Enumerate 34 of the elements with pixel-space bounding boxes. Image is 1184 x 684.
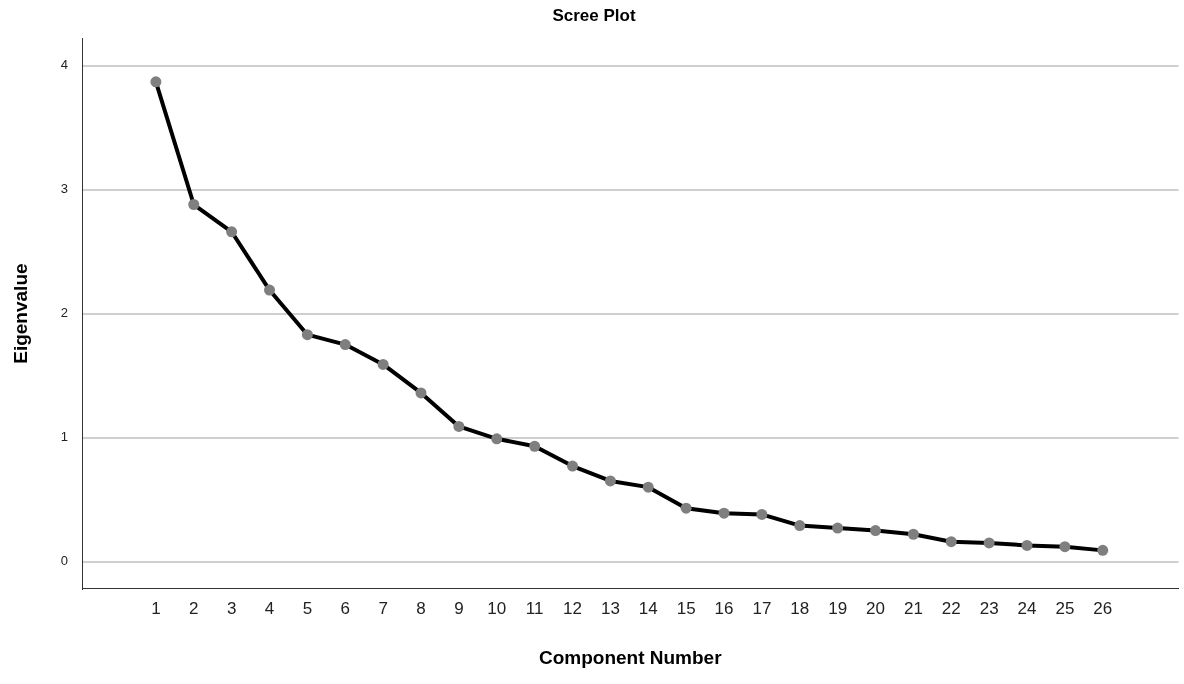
x-tick-label: 21 [903,598,923,618]
x-tick-label: 16 [714,598,734,618]
x-tick-label: 15 [676,598,696,618]
y-tick-label: 2 [60,305,69,321]
x-axis-title: Component Number [538,646,723,668]
x-tick-label: 10 [487,598,507,618]
x-tick-label: 4 [264,598,275,618]
x-tick-label: 9 [454,598,464,618]
chart-title: Scree Plot [552,5,636,25]
y-tick-label: 1 [60,429,69,445]
x-tick-label: 18 [790,598,810,618]
x-tick-label: 12 [563,598,582,618]
x-tick-label: 2 [189,598,199,618]
x-tick-label: 13 [600,598,620,618]
x-tick-label: 17 [752,598,772,618]
x-tick-label: 25 [1055,598,1075,618]
y-tick-label: 0 [60,553,69,569]
x-tick-label: 22 [941,598,961,618]
x-tick-label: 26 [1093,598,1113,618]
y-axis-title: Eigenvalue [9,263,31,364]
x-tick-label: 8 [416,598,426,618]
x-tick-label: 3 [226,598,237,618]
y-tick-label: 4 [60,57,69,73]
x-tick-label: 14 [638,598,658,618]
x-tick-label: 23 [979,598,999,618]
x-tick-label: 1 [151,598,161,618]
x-tick-label: 11 [525,598,544,618]
x-tick-label: 6 [340,598,350,618]
x-tick-label: 7 [378,598,388,618]
x-tick-label: 5 [302,598,313,618]
y-tick-label: 3 [60,181,69,197]
x-tick-label: 20 [866,598,885,618]
x-tick-label: 19 [828,598,848,618]
x-tick-label: 24 [1017,598,1037,618]
